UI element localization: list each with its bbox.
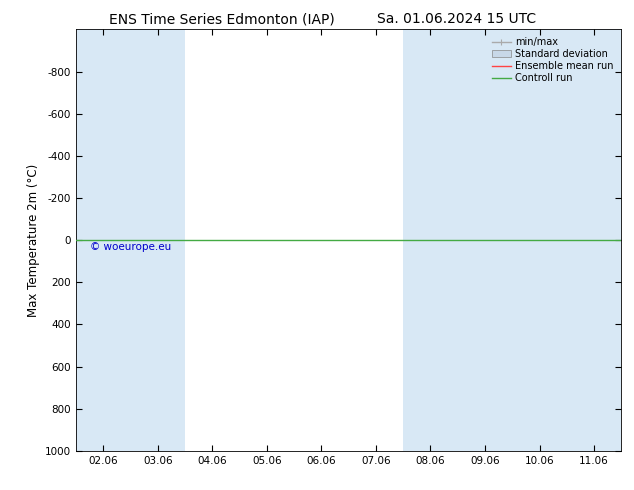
Bar [403, 29, 458, 451]
Bar [76, 29, 131, 451]
Bar [512, 29, 567, 451]
Y-axis label: Max Temperature 2m (°C): Max Temperature 2m (°C) [27, 164, 39, 317]
Text: Sa. 01.06.2024 15 UTC: Sa. 01.06.2024 15 UTC [377, 12, 536, 26]
Bar [131, 29, 185, 451]
Text: © woeurope.eu: © woeurope.eu [90, 242, 171, 252]
Text: ENS Time Series Edmonton (IAP): ENS Time Series Edmonton (IAP) [109, 12, 335, 26]
Legend: min/max, Standard deviation, Ensemble mean run, Controll run: min/max, Standard deviation, Ensemble me… [489, 34, 616, 86]
Bar [458, 29, 512, 451]
Bar [567, 29, 621, 451]
